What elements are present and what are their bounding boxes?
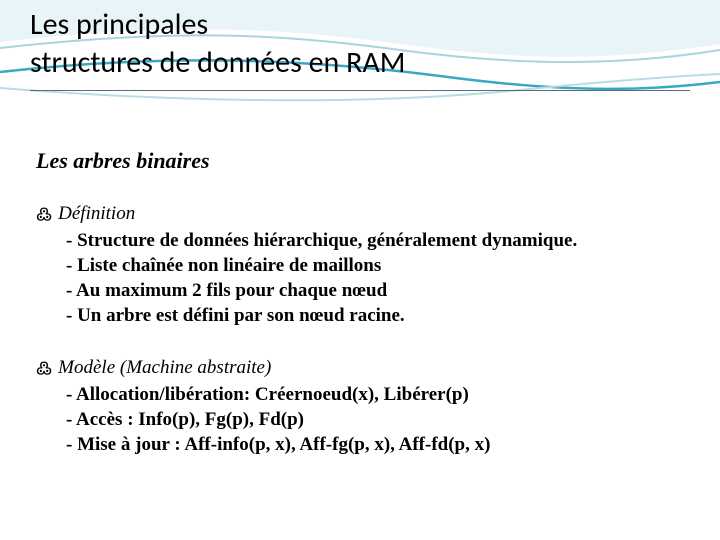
section-definition: ߷ Définition - Structure de données hiér… [36, 202, 686, 328]
section-line: - Liste chaînée non linéaire de maillons [36, 253, 686, 278]
section-title: Modèle (Machine abstraite) [58, 356, 271, 380]
swirl-bullet-icon: ߷ [36, 204, 52, 226]
subheading: Les arbres binaires [36, 148, 686, 174]
slide-title: Les principales structures de données en… [30, 6, 690, 82]
title-underline [30, 90, 690, 91]
section-line: - Au maximum 2 fils pour chaque nœud [36, 278, 686, 303]
section-line: - Accès : Info(p), Fg(p), Fd(p) [36, 407, 686, 432]
section-line: - Allocation/libération: Créernoeud(x), … [36, 382, 686, 407]
section-line: - Mise à jour : Aff-info(p, x), Aff-fg(p… [36, 432, 686, 457]
section-line: - Un arbre est défini par son nœud racin… [36, 303, 686, 328]
title-line-2: structures de données en RAM [30, 44, 690, 82]
bullet-row: ߷ Définition [36, 202, 686, 226]
section-modele: ߷ Modèle (Machine abstraite) - Allocatio… [36, 356, 686, 457]
bullet-row: ߷ Modèle (Machine abstraite) [36, 356, 686, 380]
slide-body: Les arbres binaires ߷ Définition - Struc… [36, 148, 686, 485]
section-title: Définition [58, 202, 135, 226]
title-line-1: Les principales [30, 6, 690, 44]
swirl-bullet-icon: ߷ [36, 358, 52, 380]
section-line: - Structure de données hiérarchique, gén… [36, 228, 686, 253]
